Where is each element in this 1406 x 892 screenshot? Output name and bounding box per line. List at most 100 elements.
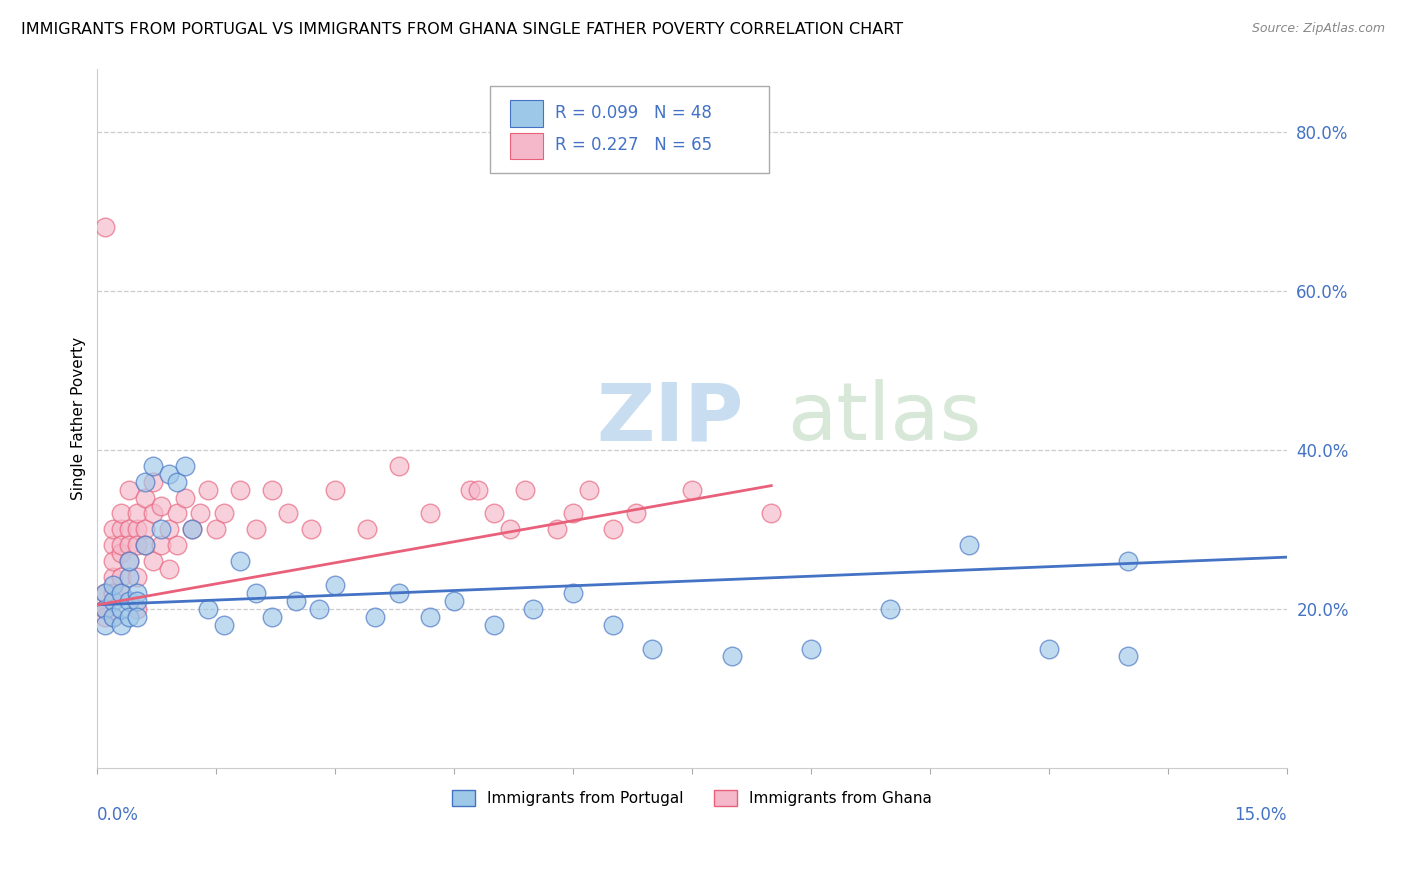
Point — [879, 602, 901, 616]
Point — [103, 609, 125, 624]
Point — [103, 522, 125, 536]
Point — [245, 522, 267, 536]
Point — [388, 458, 411, 473]
Point — [190, 507, 212, 521]
Point — [323, 483, 346, 497]
Point — [134, 475, 156, 489]
Point — [467, 483, 489, 497]
Point — [546, 522, 568, 536]
Point — [103, 586, 125, 600]
Point — [103, 609, 125, 624]
Point — [103, 570, 125, 584]
Point — [641, 641, 664, 656]
Point — [166, 475, 188, 489]
Legend: Immigrants from Portugal, Immigrants from Ghana: Immigrants from Portugal, Immigrants fro… — [446, 784, 938, 813]
Point — [134, 522, 156, 536]
Point — [94, 602, 117, 616]
Point — [245, 586, 267, 600]
Point — [125, 602, 148, 616]
Point — [323, 578, 346, 592]
Point — [94, 220, 117, 235]
Point — [260, 609, 283, 624]
Point — [142, 475, 165, 489]
Text: 0.0%: 0.0% — [97, 806, 139, 824]
Point — [197, 483, 219, 497]
Point — [125, 507, 148, 521]
Point — [134, 538, 156, 552]
Point — [515, 483, 537, 497]
Point — [173, 458, 195, 473]
Point — [229, 554, 252, 568]
Point — [142, 507, 165, 521]
Point — [260, 483, 283, 497]
Point — [103, 538, 125, 552]
Point — [125, 570, 148, 584]
Point — [134, 491, 156, 505]
Point — [94, 586, 117, 600]
Point — [364, 609, 387, 624]
Point — [197, 602, 219, 616]
Point — [1116, 649, 1139, 664]
Point — [110, 586, 132, 600]
Point — [522, 602, 544, 616]
Point — [205, 522, 228, 536]
Point — [181, 522, 204, 536]
Point — [443, 594, 465, 608]
Point — [284, 594, 307, 608]
Bar — [510, 133, 543, 160]
Point — [761, 507, 783, 521]
Point — [118, 483, 141, 497]
Point — [482, 507, 505, 521]
Point — [103, 578, 125, 592]
Point — [181, 522, 204, 536]
Point — [118, 522, 141, 536]
Point — [498, 522, 520, 536]
Point — [578, 483, 600, 497]
Point — [110, 507, 132, 521]
Point — [157, 522, 180, 536]
Point — [1038, 641, 1060, 656]
Point — [118, 554, 141, 568]
Point — [562, 586, 585, 600]
Text: ZIP: ZIP — [596, 379, 744, 457]
Point — [110, 522, 132, 536]
Text: R = 0.227   N = 65: R = 0.227 N = 65 — [555, 136, 713, 154]
Text: atlas: atlas — [787, 379, 981, 457]
Point — [388, 586, 411, 600]
Point — [157, 467, 180, 481]
Text: Source: ZipAtlas.com: Source: ZipAtlas.com — [1251, 22, 1385, 36]
Point — [125, 522, 148, 536]
Point — [125, 586, 148, 600]
Point — [94, 617, 117, 632]
Bar — [510, 100, 543, 127]
Point — [118, 594, 141, 608]
Point — [166, 538, 188, 552]
Point — [458, 483, 481, 497]
Point — [110, 570, 132, 584]
Point — [118, 554, 141, 568]
Point — [166, 507, 188, 521]
Point — [118, 609, 141, 624]
Point — [94, 586, 117, 600]
Point — [1116, 554, 1139, 568]
Point — [157, 562, 180, 576]
Point — [149, 499, 172, 513]
Point — [229, 483, 252, 497]
Point — [277, 507, 299, 521]
Point — [142, 458, 165, 473]
Point — [103, 594, 125, 608]
Point — [118, 538, 141, 552]
Point — [94, 609, 117, 624]
Point — [681, 483, 703, 497]
Text: R = 0.099   N = 48: R = 0.099 N = 48 — [555, 103, 711, 121]
Point — [626, 507, 648, 521]
Point — [110, 586, 132, 600]
Point — [142, 554, 165, 568]
Point — [959, 538, 981, 552]
Text: IMMIGRANTS FROM PORTUGAL VS IMMIGRANTS FROM GHANA SINGLE FATHER POVERTY CORRELAT: IMMIGRANTS FROM PORTUGAL VS IMMIGRANTS F… — [21, 22, 903, 37]
Point — [419, 609, 441, 624]
Point — [720, 649, 742, 664]
Point — [125, 594, 148, 608]
Point — [149, 522, 172, 536]
Point — [356, 522, 378, 536]
